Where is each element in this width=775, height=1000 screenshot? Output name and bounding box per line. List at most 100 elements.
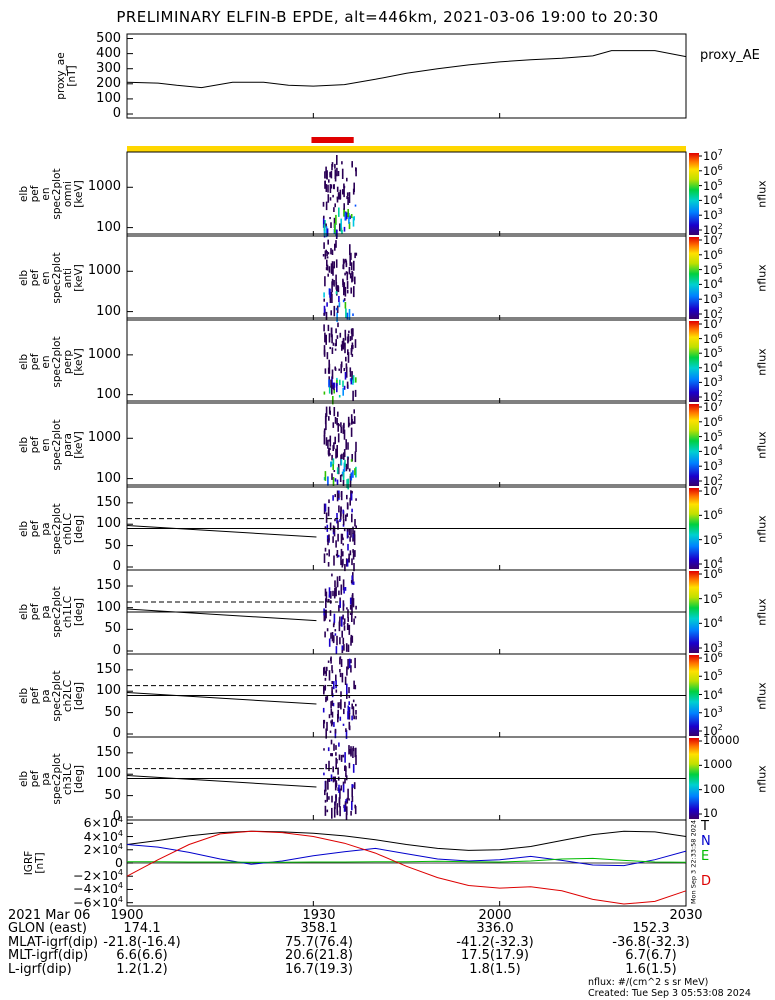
- spectrogram-pixel: [351, 635, 354, 643]
- spectrogram-ytick-label: 50: [104, 787, 121, 803]
- spectrogram-pixel: [324, 332, 326, 343]
- spectrogram-pixel: [335, 448, 337, 459]
- spectrogram-pixel: [348, 695, 351, 699]
- spectrogram-panels: [126, 151, 702, 821]
- spectrogram-pixel: [344, 564, 346, 572]
- spectrogram-frame: [126, 319, 687, 404]
- spectrogram-pixel: [354, 252, 356, 259]
- spectrogram-pixel: [351, 332, 353, 340]
- proxy-ae-panel: [126, 33, 687, 119]
- spectrogram-pixel: [328, 549, 330, 557]
- ephemeris-value: -41.2(-32.3): [456, 934, 534, 950]
- spectrogram-pixel: [343, 462, 346, 472]
- spectrogram-pixel: [346, 559, 349, 567]
- spectrogram-pixel: [333, 442, 335, 450]
- spectrogram-pixel: [344, 802, 347, 805]
- spectrogram-pixel: [323, 215, 325, 219]
- spectrogram-pixel: [355, 525, 357, 528]
- spectrogram-pixel: [323, 228, 326, 237]
- spectrogram-pixel: [354, 204, 357, 207]
- spectrogram-pixel: [348, 309, 351, 320]
- spectrogram-pixel: [341, 672, 344, 683]
- spectrogram-pixel: [331, 369, 334, 379]
- loss-cone-line: [126, 692, 317, 705]
- spectrogram-pixel: [333, 621, 335, 625]
- spectrogram-pixel: [342, 781, 345, 786]
- spectrogram-pixel: [330, 632, 332, 639]
- spectrogram-pixel: [325, 763, 327, 770]
- spectrogram-ytick-label: 100: [96, 599, 121, 615]
- spectrogram-pixel: [330, 657, 332, 662]
- spectrogram-ytick-label: 100: [96, 219, 121, 235]
- spectrogram-pixel: [353, 182, 355, 193]
- spectrogram-pixel: [340, 691, 342, 697]
- spectrogram-pixel: [345, 366, 348, 378]
- spectrogram-pixel: [341, 161, 343, 165]
- spectrogram-pixel: [351, 454, 353, 462]
- spectrogram-pixel: [346, 607, 348, 610]
- spectrogram-pixel: [346, 177, 348, 182]
- spectrogram-pixel: [340, 426, 343, 434]
- spectrogram-pixel: [339, 616, 341, 627]
- spectrogram-pixel: [324, 805, 327, 816]
- spectrogram-pixel: [338, 590, 340, 596]
- spectrogram-pixel: [339, 702, 341, 706]
- igrf-legend-D: D: [701, 874, 712, 889]
- spectrogram-pixel: [324, 250, 327, 260]
- spectrogram-pixel: [326, 302, 328, 307]
- spectrogram-pixel: [338, 505, 340, 513]
- spectrogram-pixel: [351, 703, 353, 710]
- spectrogram-pixel: [350, 287, 352, 294]
- spectrogram-ytick-label: 1000: [87, 346, 121, 362]
- spectrogram-pixel: [339, 788, 341, 799]
- spectrogram-pixel: [347, 478, 349, 490]
- spectrogram-pixel: [333, 470, 336, 472]
- spectrogram-pixel: [344, 701, 346, 708]
- colorbar: [689, 738, 699, 819]
- spectrogram-pixel: [340, 659, 343, 667]
- spectrogram-pixel: [354, 616, 357, 619]
- spectrogram-pixel: [322, 254, 325, 257]
- spectrogram-pixel: [337, 433, 340, 443]
- spectrogram-pixel: [334, 169, 337, 179]
- colorbar-tick-label: 100: [703, 781, 725, 796]
- spectrogram-pixel: [328, 416, 330, 421]
- spectrogram-pixel: [342, 470, 345, 481]
- spectrogram-ylabel: elb pef en spec2plot anti [keV]: [18, 252, 85, 304]
- proxy-ae-frame: [126, 33, 687, 119]
- spectrogram-pixel: [322, 217, 325, 228]
- spectrogram-pixel: [343, 587, 345, 594]
- spectrogram-pixel: [342, 524, 345, 527]
- spectrogram-frame: [126, 235, 687, 321]
- spectrogram-pixel: [344, 587, 347, 591]
- spectrogram-pixel: [344, 336, 347, 341]
- igrf-ytick-label: −2×104: [73, 868, 123, 884]
- spectrogram-pixel: [326, 259, 328, 267]
- spectrogram-pixel: [342, 339, 345, 350]
- time-tick-label: 2030: [669, 908, 703, 923]
- proxy-ae-ytick-label: 500: [96, 30, 121, 46]
- spectrogram-pixel: [342, 299, 345, 303]
- ephemeris-value: -36.8(-32.3): [612, 934, 690, 950]
- spectrogram-pixel: [333, 613, 336, 623]
- spectrogram-pixel: [351, 161, 353, 166]
- spectrogram-pixel: [349, 255, 352, 259]
- spectrogram-pixel: [335, 553, 338, 556]
- spectrogram-pixel: [339, 703, 341, 708]
- spectrogram-pixel: [327, 324, 330, 332]
- spectrogram-ytick-label: 150: [96, 494, 121, 510]
- spectrogram-pixel: [345, 558, 348, 567]
- ephemeris-value: 1.8(1.5): [469, 961, 521, 977]
- spectrogram-pixel: [328, 670, 331, 681]
- spectrogram-ytick-label: 100: [96, 303, 121, 319]
- spectrogram-pixel: [337, 463, 340, 475]
- colorbar-tick-label: 106: [703, 246, 723, 262]
- spectrogram-pixel: [328, 359, 330, 368]
- colorbar-tick-label: 104: [703, 443, 723, 459]
- spectrogram-pixel: [346, 683, 348, 695]
- spectrogram-pixel: [328, 447, 330, 454]
- spectrogram-pixel: [337, 286, 340, 293]
- spectrogram-pixel: [355, 252, 358, 256]
- spectrogram-pixel: [338, 742, 340, 747]
- spectrogram-pixel: [348, 528, 351, 536]
